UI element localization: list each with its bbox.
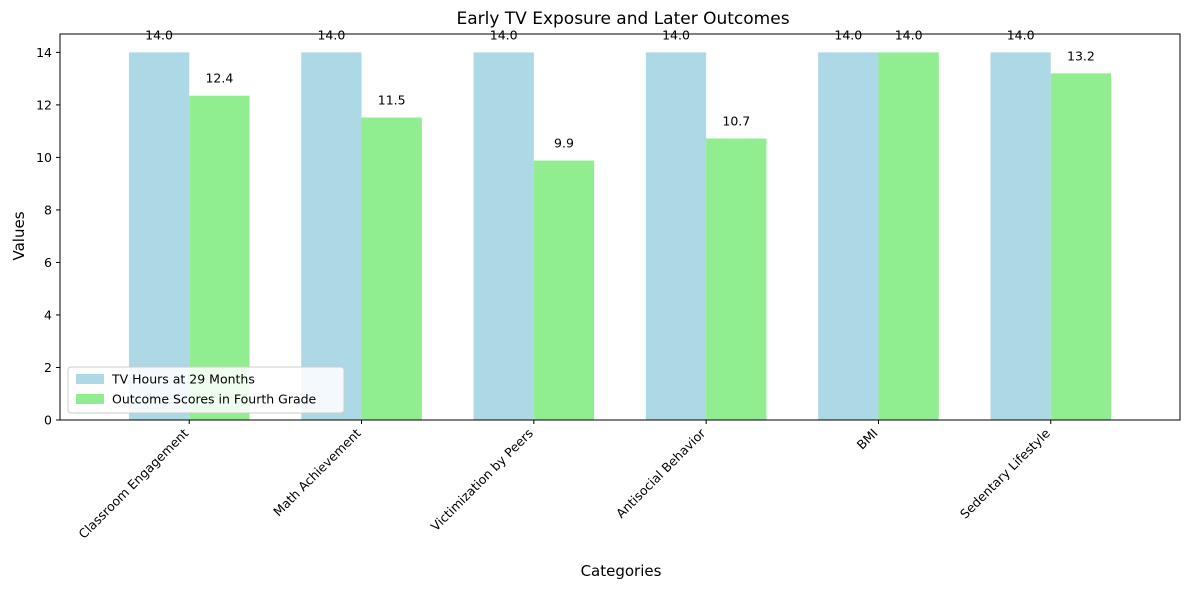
bar-series-2-3 xyxy=(533,160,595,420)
legend-label-2: Outcome Scores in Fourth Grade xyxy=(112,392,317,407)
data-label-series-2-2: 11.5 xyxy=(378,93,406,108)
bar-series-1-4 xyxy=(645,52,707,420)
data-label-series-1-2: 14.0 xyxy=(317,27,345,42)
data-label-series-2-5: 14.0 xyxy=(895,27,923,42)
legend: TV Hours at 29 Months Outcome Scores in F… xyxy=(67,366,345,414)
y-tick-label-1: 0 xyxy=(44,413,52,428)
y-tick-label-8: 14 xyxy=(36,45,52,60)
bar-series-2-1 xyxy=(189,95,250,420)
bar-series-1-2 xyxy=(301,52,362,420)
bar-series-2-4 xyxy=(706,138,767,420)
data-label-series-2-6: 13.2 xyxy=(1067,48,1095,63)
bar-series-1-5 xyxy=(818,52,879,420)
bar-series-1-3 xyxy=(473,52,534,420)
data-label-series-1-3: 14.0 xyxy=(490,27,518,42)
legend-swatch-1 xyxy=(76,374,104,384)
axes-frame xyxy=(59,33,1181,421)
y-tick-label-3: 4 xyxy=(44,307,52,322)
bar-series-1-1 xyxy=(128,52,190,420)
legend-box xyxy=(67,366,345,414)
bar-series-2-6 xyxy=(1050,73,1112,420)
data-label-series-1-6: 14.0 xyxy=(1007,27,1035,42)
chart-title: Early TV Exposure and Later Outcomes xyxy=(456,9,789,29)
bar-series-2-2 xyxy=(361,117,422,420)
y-tick-label-7: 12 xyxy=(36,97,52,112)
y-tick-label-4: 6 xyxy=(44,255,52,270)
legend-swatch-2 xyxy=(76,394,104,404)
y-tick-label-2: 2 xyxy=(44,360,52,375)
data-label-series-2-3: 9.9 xyxy=(554,136,574,151)
y-tick-label-6: 10 xyxy=(36,150,52,165)
data-label-series-2-1: 12.4 xyxy=(205,71,233,86)
plot-area: 14.0 14.0 14.0 14.0 14.0 14.0 12.4 11.5 9.9 10.7 1… xyxy=(36,27,1181,541)
x-axis-title: Categories xyxy=(581,562,662,580)
data-label-series-1-4: 14.0 xyxy=(662,27,690,42)
bar-series-1-6 xyxy=(990,52,1051,420)
data-label-series-2-4: 10.7 xyxy=(722,114,750,129)
data-label-series-1-1: 14.0 xyxy=(145,27,173,42)
y-axis-title: Values xyxy=(10,211,28,260)
bar-series-2-5 xyxy=(878,52,939,420)
data-label-series-1-5: 14.0 xyxy=(834,27,862,42)
legend-label-1: TV Hours at 29 Months xyxy=(111,372,255,387)
y-tick-label-5: 8 xyxy=(44,202,52,217)
